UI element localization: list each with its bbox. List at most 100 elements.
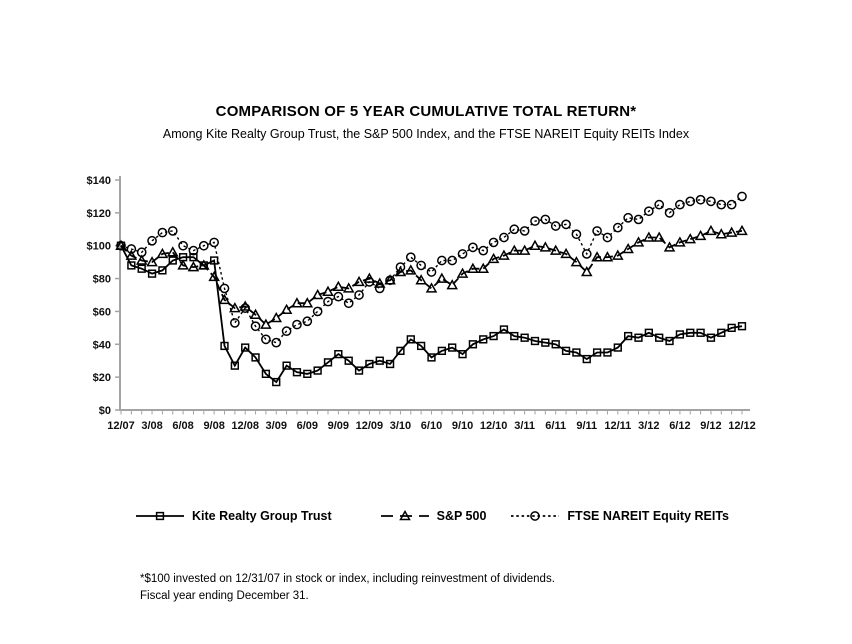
square-marker [155,511,165,521]
circle-marker [602,232,613,243]
circle-marker [302,316,313,327]
triangle-marker [398,509,411,521]
triangle-marker [684,233,697,244]
circle-marker [581,249,592,259]
square-marker [158,266,167,275]
triangle-marker [135,254,148,265]
square-marker [375,356,384,365]
square-marker [737,322,747,331]
series-line [120,195,743,344]
circle-marker [488,237,499,248]
triangle-marker [477,262,490,273]
circle-marker [405,252,416,263]
square-marker [303,369,312,379]
y-tick-label: $60 [93,306,111,318]
x-tick-label: 3/12 [638,420,659,432]
circle-marker [716,199,727,210]
circle-marker [426,267,437,277]
chart-footnote: *$100 invested on 12/31/07 in stock or i… [140,571,555,604]
square-marker [313,366,322,375]
circle-marker [685,196,696,207]
circle-marker [468,242,478,253]
y-tick-label: $140 [87,175,111,187]
circle-marker [664,208,675,218]
triangle-marker [632,236,645,247]
triangle-marker [249,308,262,319]
triangle-marker [342,282,355,293]
circle-marker [457,249,468,259]
square-marker [417,341,426,351]
chart-legend: Kite Realty Group Trust S&P 500 FTSE NAREI… [135,508,729,523]
square-marker [458,349,467,359]
triangle-marker [653,231,665,242]
circle-marker [323,296,333,307]
circle-marker [726,199,737,210]
triangle-marker [487,252,500,264]
triangle-marker [736,224,748,236]
triangle-marker [622,242,634,254]
series-ftse-nareit-equity-reits [116,191,747,348]
x-tick-label: 3/09 [266,420,287,432]
square-marker [365,359,374,369]
series-kite-realty-group-trust [116,241,747,387]
square-marker [137,264,146,273]
circle-marker [633,214,644,225]
circle-marker [312,306,323,317]
legend-label: S&P 500 [436,508,487,523]
triangle-marker [570,256,583,267]
square-marker [427,353,436,362]
triangle-marker [384,274,396,285]
x-tick-label: 12/08 [231,420,259,432]
circle-legend-swatch-icon [511,511,560,521]
x-tick-label: 9/12 [700,420,721,432]
circle-marker [550,221,561,231]
x-tick-label: 12/12 [728,420,756,432]
circle-marker [519,226,530,236]
circle-marker [188,245,199,256]
triangle-marker [125,249,138,260]
circle-marker [281,326,292,336]
triangle-marker [446,279,458,290]
triangle-marker [311,288,324,300]
circle-marker [250,321,261,332]
x-tick-label: 3/08 [141,420,162,432]
legend-item-kite-realty-group-trust: Kite Realty Group Trust [135,508,332,523]
triangle-marker [601,251,614,262]
circle-marker [416,260,426,271]
square-marker [168,256,177,265]
x-tick-label: 6/08 [172,420,193,432]
y-tick-label: $80 [93,274,111,286]
square-legend-swatch-icon [136,511,184,521]
triangle-marker [332,280,345,292]
triangle-marker [415,274,427,285]
triangle-marker [270,311,283,323]
x-tick-label: 12/07 [107,420,135,432]
triangle-marker [643,231,655,242]
footnote-line-1: *$100 invested on 12/31/07 in stock or i… [140,573,555,585]
triangle-marker [436,272,448,283]
triangle-marker [549,244,562,255]
triangle-marker [425,282,438,293]
x-tick-label: 6/10 [421,420,442,432]
x-tick-label: 12/10 [480,420,508,432]
circle-marker [198,240,209,251]
x-tick-label: 12/09 [356,420,384,432]
square-marker [582,354,591,364]
circle-marker [530,216,540,226]
triangle-marker [218,293,231,305]
square-marker [479,335,488,344]
triangle-marker [539,241,552,252]
triangle-marker [518,244,531,255]
triangle-marker [456,267,469,278]
square-marker [665,336,674,346]
square-marker [448,343,457,352]
square-marker [613,343,622,352]
square-marker [468,340,478,349]
square-marker [572,348,581,357]
square-marker [241,343,250,352]
footnote-line-2: Fiscal year ending December 31. [140,589,309,602]
y-tick-label: $20 [93,372,111,384]
square-marker [592,348,602,357]
